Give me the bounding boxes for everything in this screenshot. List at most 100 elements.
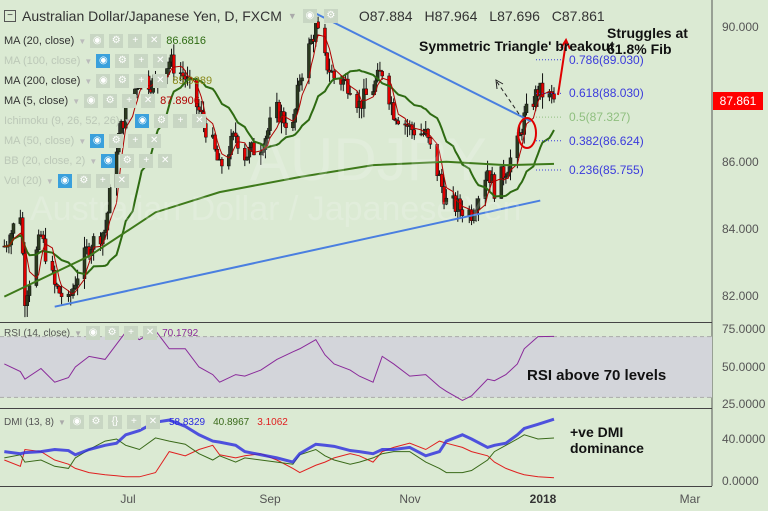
indicator-legend: MA (5, close) ▼ ◉ ⚙ + ✕ 87.8906 [4,94,200,108]
braces-icon[interactable]: {} [107,415,122,429]
indicator-label[interactable]: MA (5, close) [4,95,69,107]
rsi-tick: 25.0000 [722,397,766,411]
eye-icon[interactable]: ◉ [96,74,111,88]
eye-icon[interactable]: ◉ [84,94,99,108]
indicator-label[interactable]: MA (20, close) [4,35,75,47]
candle-down [501,166,506,179]
candle-down [316,21,320,29]
gear-icon[interactable]: ⚙ [109,34,124,48]
gear-icon[interactable]: ⚙ [323,9,338,23]
dropdown-caret-icon[interactable]: ▼ [287,11,297,21]
plus-icon[interactable]: + [173,114,188,128]
indicator-legend: BB (20, close, 2) ▼ ◉ ⚙ + ✕ [4,154,173,168]
indicator-value: 85.9389 [172,75,213,87]
eye-icon[interactable]: ◉ [69,415,84,429]
gear-icon[interactable]: ⚙ [109,134,124,148]
eye-icon[interactable]: ◉ [101,154,116,168]
plus-icon[interactable]: + [95,174,110,188]
plus-icon[interactable]: + [128,134,143,148]
eye-icon[interactable]: ◉ [135,114,150,128]
indicator-label[interactable]: MA (100, close) [4,55,81,67]
candle-up [36,234,41,251]
dropdown-caret-icon[interactable]: ▼ [78,136,87,146]
gear-icon[interactable]: ⚙ [103,94,118,108]
close-icon[interactable]: ✕ [158,154,173,168]
candle-up [371,91,375,95]
gear-icon[interactable]: ⚙ [105,326,120,340]
candle-down [380,71,384,77]
gear-icon[interactable]: ⚙ [115,74,130,88]
plus-icon[interactable]: + [124,326,139,340]
close-icon[interactable]: ✕ [153,54,168,68]
candle-down [55,284,59,287]
gear-icon[interactable]: ⚙ [115,54,130,68]
candle-down [428,137,433,145]
candle-down [50,261,55,271]
candle-up [444,197,449,205]
plus-icon[interactable]: + [134,74,149,88]
eye-icon[interactable]: ◉ [90,34,105,48]
fib-label: 0.236(85.755) [569,163,644,178]
plus-icon[interactable]: + [122,94,137,108]
indicator-legend: MA (100, close) ▼ ◉ ⚙ + ✕ [4,54,168,68]
indicator-label[interactable]: Ichimoku (9, 26, 52, 26) [4,115,120,127]
dropdown-caret-icon[interactable]: ▼ [84,76,93,86]
close-icon[interactable]: ✕ [147,134,162,148]
candle-down [197,106,201,111]
watermark-ticker: AUDJPY [250,126,487,193]
dropdown-caret-icon[interactable]: ▼ [72,96,81,106]
dropdown-caret-icon[interactable]: ▼ [84,56,93,66]
eye-icon[interactable]: ◉ [302,9,317,23]
eye-icon[interactable]: ◉ [57,174,72,188]
plus-icon[interactable]: + [128,34,143,48]
eye-icon[interactable]: ◉ [86,326,101,340]
dropdown-caret-icon[interactable]: ▼ [89,156,98,166]
fib-annotation: Struggles at 61.8% Fib [607,25,688,57]
dmi-label[interactable]: DMI (13, 8) [4,416,55,428]
close-icon[interactable]: ✕ [147,34,162,48]
gear-icon[interactable]: ⚙ [88,415,103,429]
dropdown-caret-icon[interactable]: ▼ [58,417,66,427]
candle-down [387,75,391,105]
plus-icon[interactable]: + [139,154,154,168]
time-tick: 2018 [529,492,557,506]
eye-icon[interactable]: ◉ [96,54,111,68]
gear-icon[interactable]: ⚙ [76,174,91,188]
indicator-label[interactable]: Vol (20) [4,175,42,187]
close-icon[interactable]: ✕ [114,174,129,188]
dropdown-caret-icon[interactable]: ▼ [123,116,132,126]
rsi-value: 70.1792 [162,327,199,339]
candle-up [25,295,29,306]
low-value: L87.696 [489,8,540,24]
indicator-label[interactable]: MA (50, close) [4,135,75,147]
fib-label: 0.382(86.624) [569,133,644,148]
rsi-band [0,336,712,398]
dropdown-caret-icon[interactable]: ▼ [74,328,83,338]
close-icon[interactable]: ✕ [145,415,160,429]
candle-up [291,121,295,129]
candle-down [215,148,220,161]
gear-icon[interactable]: ⚙ [120,154,135,168]
plus-icon[interactable]: + [126,415,141,429]
dmi-legend: DMI (13, 8) ▼ ◉ ⚙ {} + ✕ 58.8329 40.8967 3.1… [4,415,288,429]
candle-up [259,152,263,156]
close-icon[interactable]: ✕ [153,74,168,88]
dropdown-caret-icon[interactable]: ▼ [78,36,87,46]
symbol-title[interactable]: Australian Dollar/Japanese Yen, D, FXCM [22,8,282,24]
collapse-icon[interactable]: − [4,10,16,22]
indicator-label[interactable]: MA (200, close) [4,75,81,87]
candle-down [213,134,217,150]
indicator-label[interactable]: BB (20, close, 2) [4,155,86,167]
candle-down [199,109,204,113]
candle-down [412,129,417,136]
dropdown-caret-icon[interactable]: ▼ [45,176,54,186]
close-icon[interactable]: ✕ [143,326,158,340]
rsi-label[interactable]: RSI (14, close) [4,327,71,339]
candle-down [281,111,286,124]
plus-icon[interactable]: + [134,54,149,68]
gear-icon[interactable]: ⚙ [154,114,169,128]
close-icon[interactable]: ✕ [192,114,207,128]
candle-up [362,88,366,109]
close-icon[interactable]: ✕ [141,94,156,108]
eye-icon[interactable]: ◉ [90,134,105,148]
